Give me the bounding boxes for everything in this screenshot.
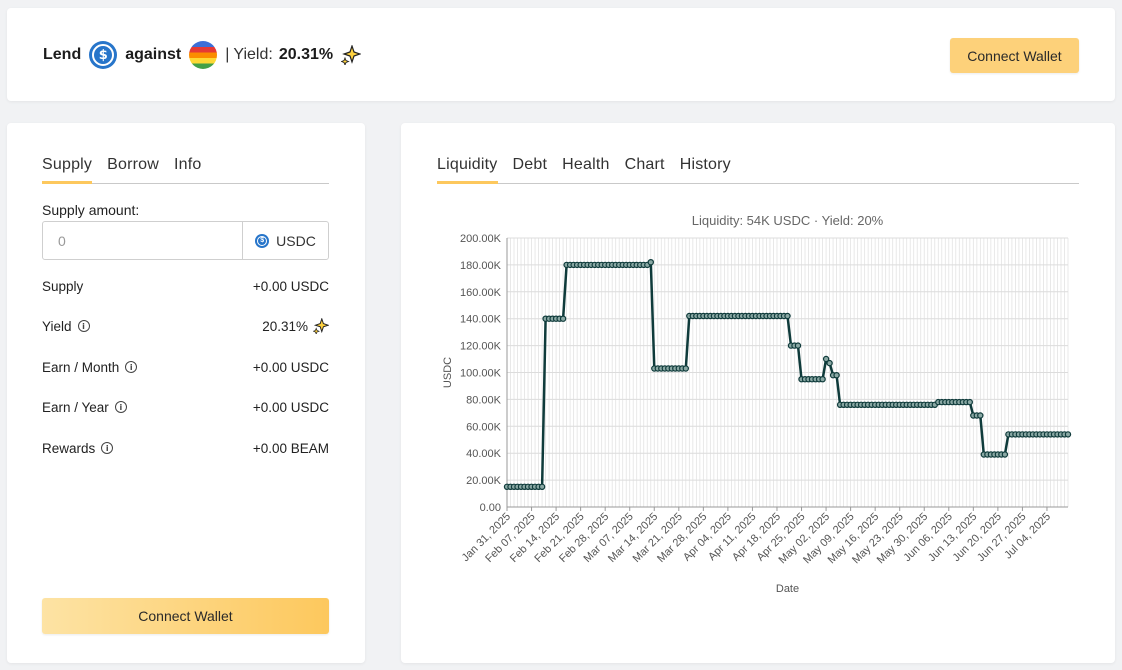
earn-year-row: Earn / Year i +0.00 USDC <box>42 397 329 417</box>
info-icon[interactable]: i <box>101 442 114 454</box>
supply-row-value: +0.00 USDC <box>252 278 329 294</box>
y-tick-label: 100.00K <box>460 368 502 380</box>
tab-liquidity[interactable]: Liquidity <box>437 156 498 184</box>
y-tick-label: 160.00K <box>460 287 502 299</box>
y-tick-label: 40.00K <box>466 448 502 460</box>
x-axis-label: Date <box>776 583 799 595</box>
tab-borrow[interactable]: Borrow <box>107 156 160 173</box>
sparkle-icon <box>313 318 329 334</box>
market-tabs: Liquidity Debt Health Chart History <box>437 156 1079 184</box>
market-panel: Liquidity Debt Health Chart History Liqu… <box>401 123 1115 663</box>
earn-year-value: +0.00 USDC <box>252 399 329 415</box>
y-tick-label: 180.00K <box>460 260 502 272</box>
supply-amount-label: Supply amount: <box>42 202 140 218</box>
usdc-coin-icon: $ <box>89 41 118 69</box>
connect-wallet-button[interactable]: Connect Wallet <box>950 38 1079 73</box>
y-tick-label: 0.00 <box>480 502 501 514</box>
y-axis-label: USDC <box>442 357 454 388</box>
data-point <box>833 371 840 379</box>
supply-row-label: Supply <box>42 278 84 294</box>
y-tick-label: 120.00K <box>460 341 502 353</box>
liquidity-chart: Liquidity: 54K USDC · Yield: 20% 0.00 20.0… <box>442 213 1072 595</box>
earn-month-row: Earn / Month i +0.00 USDC <box>42 357 329 377</box>
tab-chart[interactable]: Chart <box>624 156 665 173</box>
tab-history[interactable]: History <box>679 156 731 173</box>
tab-health[interactable]: Health <box>562 156 610 173</box>
data-point <box>1064 431 1072 438</box>
supply-panel: Supply Borrow Info Supply amount: $ USDC… <box>7 123 365 663</box>
yield-value: 20.31% <box>278 46 334 63</box>
rewards-row: Rewards i +0.00 BEAM <box>42 438 329 458</box>
y-tick-label: 200.00K <box>460 233 502 245</box>
info-icon[interactable]: i <box>125 361 138 373</box>
data-point <box>559 315 567 322</box>
supply-tabs: Supply Borrow Info <box>42 156 329 184</box>
y-tick-label: 140.00K <box>460 314 502 326</box>
data-point <box>794 342 802 349</box>
yield-row-value: 20.31% <box>262 318 308 334</box>
data-point <box>826 359 833 367</box>
data-point <box>682 365 689 372</box>
yield-row-label: Yield <box>42 318 72 334</box>
usdc-icon: $ <box>255 233 270 248</box>
market-summary: Lend $ against | Yield: 20.31% <box>43 40 362 70</box>
data-point <box>819 375 826 383</box>
unit-selector: $ USDC <box>242 222 328 259</box>
collateral-token-icon <box>189 41 218 69</box>
data-point <box>1001 451 1009 458</box>
data-point <box>977 412 984 419</box>
against-label: against <box>125 46 182 63</box>
supply-amount-input[interactable] <box>43 222 242 259</box>
data-point <box>784 312 791 320</box>
earn-month-label: Earn / Month <box>42 359 120 375</box>
sparkle-icon <box>341 45 362 65</box>
earn-year-label: Earn / Year <box>42 399 109 415</box>
info-icon[interactable]: i <box>77 320 90 332</box>
chart-title: Liquidity: 54K USDC · Yield: 20% <box>692 213 884 228</box>
data-point <box>538 483 546 490</box>
separator: | <box>225 46 230 63</box>
rewards-value: +0.00 BEAM <box>252 440 329 456</box>
supply-row: Supply +0.00 USDC <box>42 276 329 296</box>
tab-debt[interactable]: Debt <box>512 156 548 173</box>
y-tick-label: 80.00K <box>466 394 502 406</box>
data-point <box>966 398 974 406</box>
tab-supply[interactable]: Supply <box>42 156 93 184</box>
header-bar: Lend $ against | Yield: 20.31% Connect W… <box>7 8 1115 101</box>
supply-amount-field: $ USDC <box>42 221 329 260</box>
earn-month-value: +0.00 USDC <box>252 359 329 375</box>
y-tick-label: 60.00K <box>466 421 502 433</box>
data-point <box>647 259 654 266</box>
yield-row: Yield i 20.31% <box>42 316 329 336</box>
data-point <box>822 355 830 363</box>
connect-wallet-button[interactable]: Connect Wallet <box>42 598 329 634</box>
rewards-label: Rewards <box>42 440 96 456</box>
unit-label: USDC <box>276 232 316 249</box>
y-tick-label: 20.00K <box>466 475 502 487</box>
yield-label: Yield: <box>233 46 273 63</box>
tab-info[interactable]: Info <box>174 156 202 173</box>
lend-label: Lend <box>43 46 82 63</box>
info-icon[interactable]: i <box>114 401 127 413</box>
